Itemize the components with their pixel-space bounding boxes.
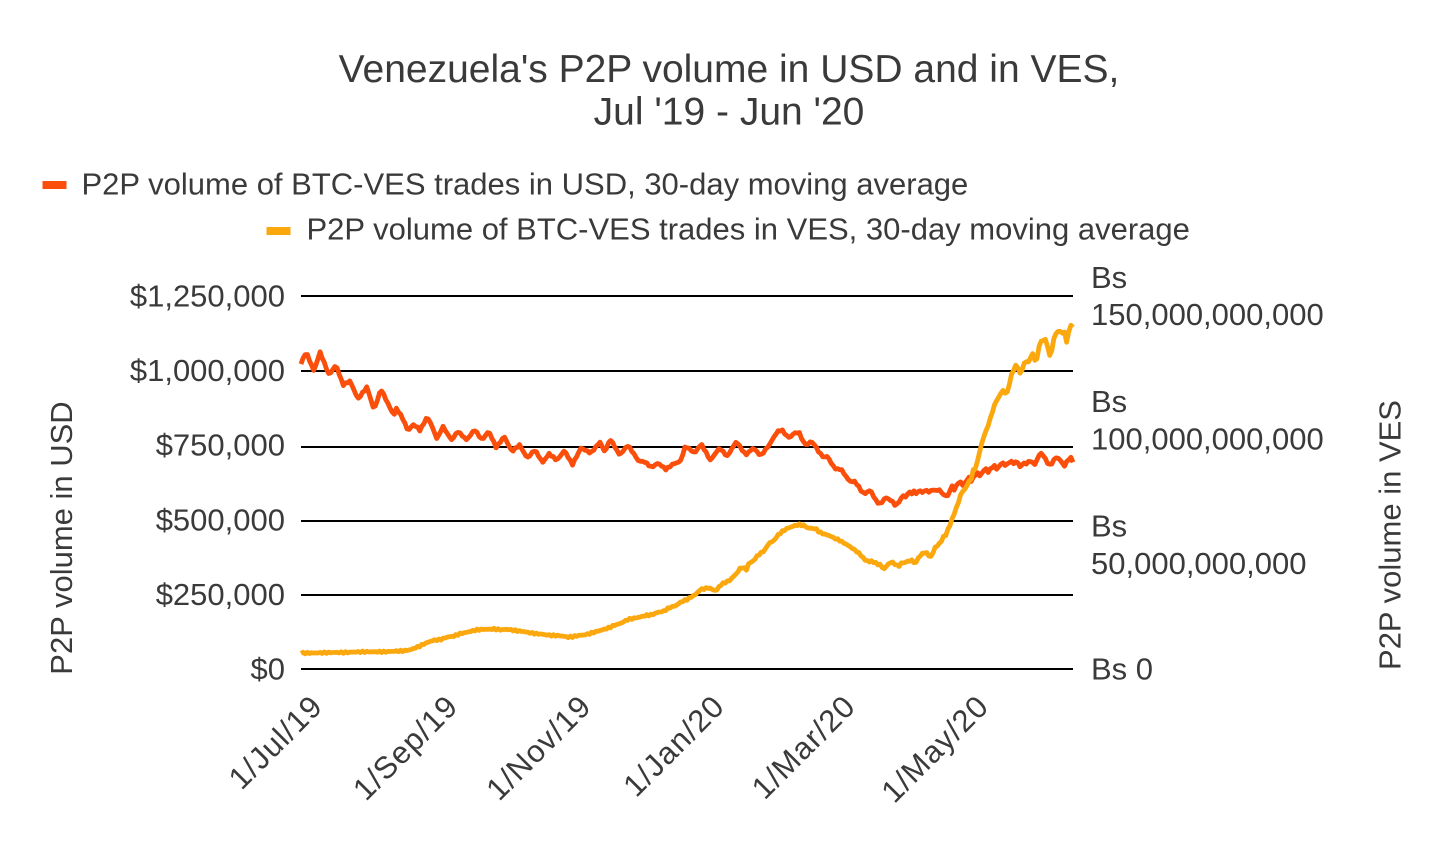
svg-text:Bs: Bs	[1091, 260, 1127, 295]
svg-text:100,000,000,000: 100,000,000,000	[1091, 421, 1324, 456]
svg-text:P2P volume of BTC-VES trades i: P2P volume of BTC-VES trades in USD, 30-…	[82, 167, 969, 202]
svg-text:Bs: Bs	[1091, 509, 1127, 544]
svg-text:$500,000: $500,000	[156, 502, 285, 537]
svg-text:$250,000: $250,000	[156, 577, 285, 612]
svg-text:$750,000: $750,000	[156, 428, 285, 463]
svg-text:$1,000,000: $1,000,000	[130, 353, 285, 388]
svg-text:P2P volume in USD: P2P volume in USD	[44, 401, 79, 674]
svg-text:150,000,000,000: 150,000,000,000	[1091, 297, 1324, 332]
svg-text:Venezuela's P2P volume in USD: Venezuela's P2P volume in USD and in VES…	[339, 48, 1120, 91]
svg-text:Bs 0: Bs 0	[1091, 652, 1153, 687]
svg-text:P2P volume of BTC-VES trades i: P2P volume of BTC-VES trades in VES, 30-…	[307, 212, 1190, 247]
svg-text:Bs: Bs	[1091, 384, 1127, 419]
svg-text:P2P volume in VES: P2P volume in VES	[1373, 400, 1408, 670]
svg-text:$1,250,000: $1,250,000	[130, 278, 285, 313]
svg-text:Jul '19 - Jun '20: Jul '19 - Jun '20	[594, 91, 865, 134]
svg-text:50,000,000,000: 50,000,000,000	[1091, 546, 1307, 581]
svg-text:$0: $0	[251, 652, 285, 687]
